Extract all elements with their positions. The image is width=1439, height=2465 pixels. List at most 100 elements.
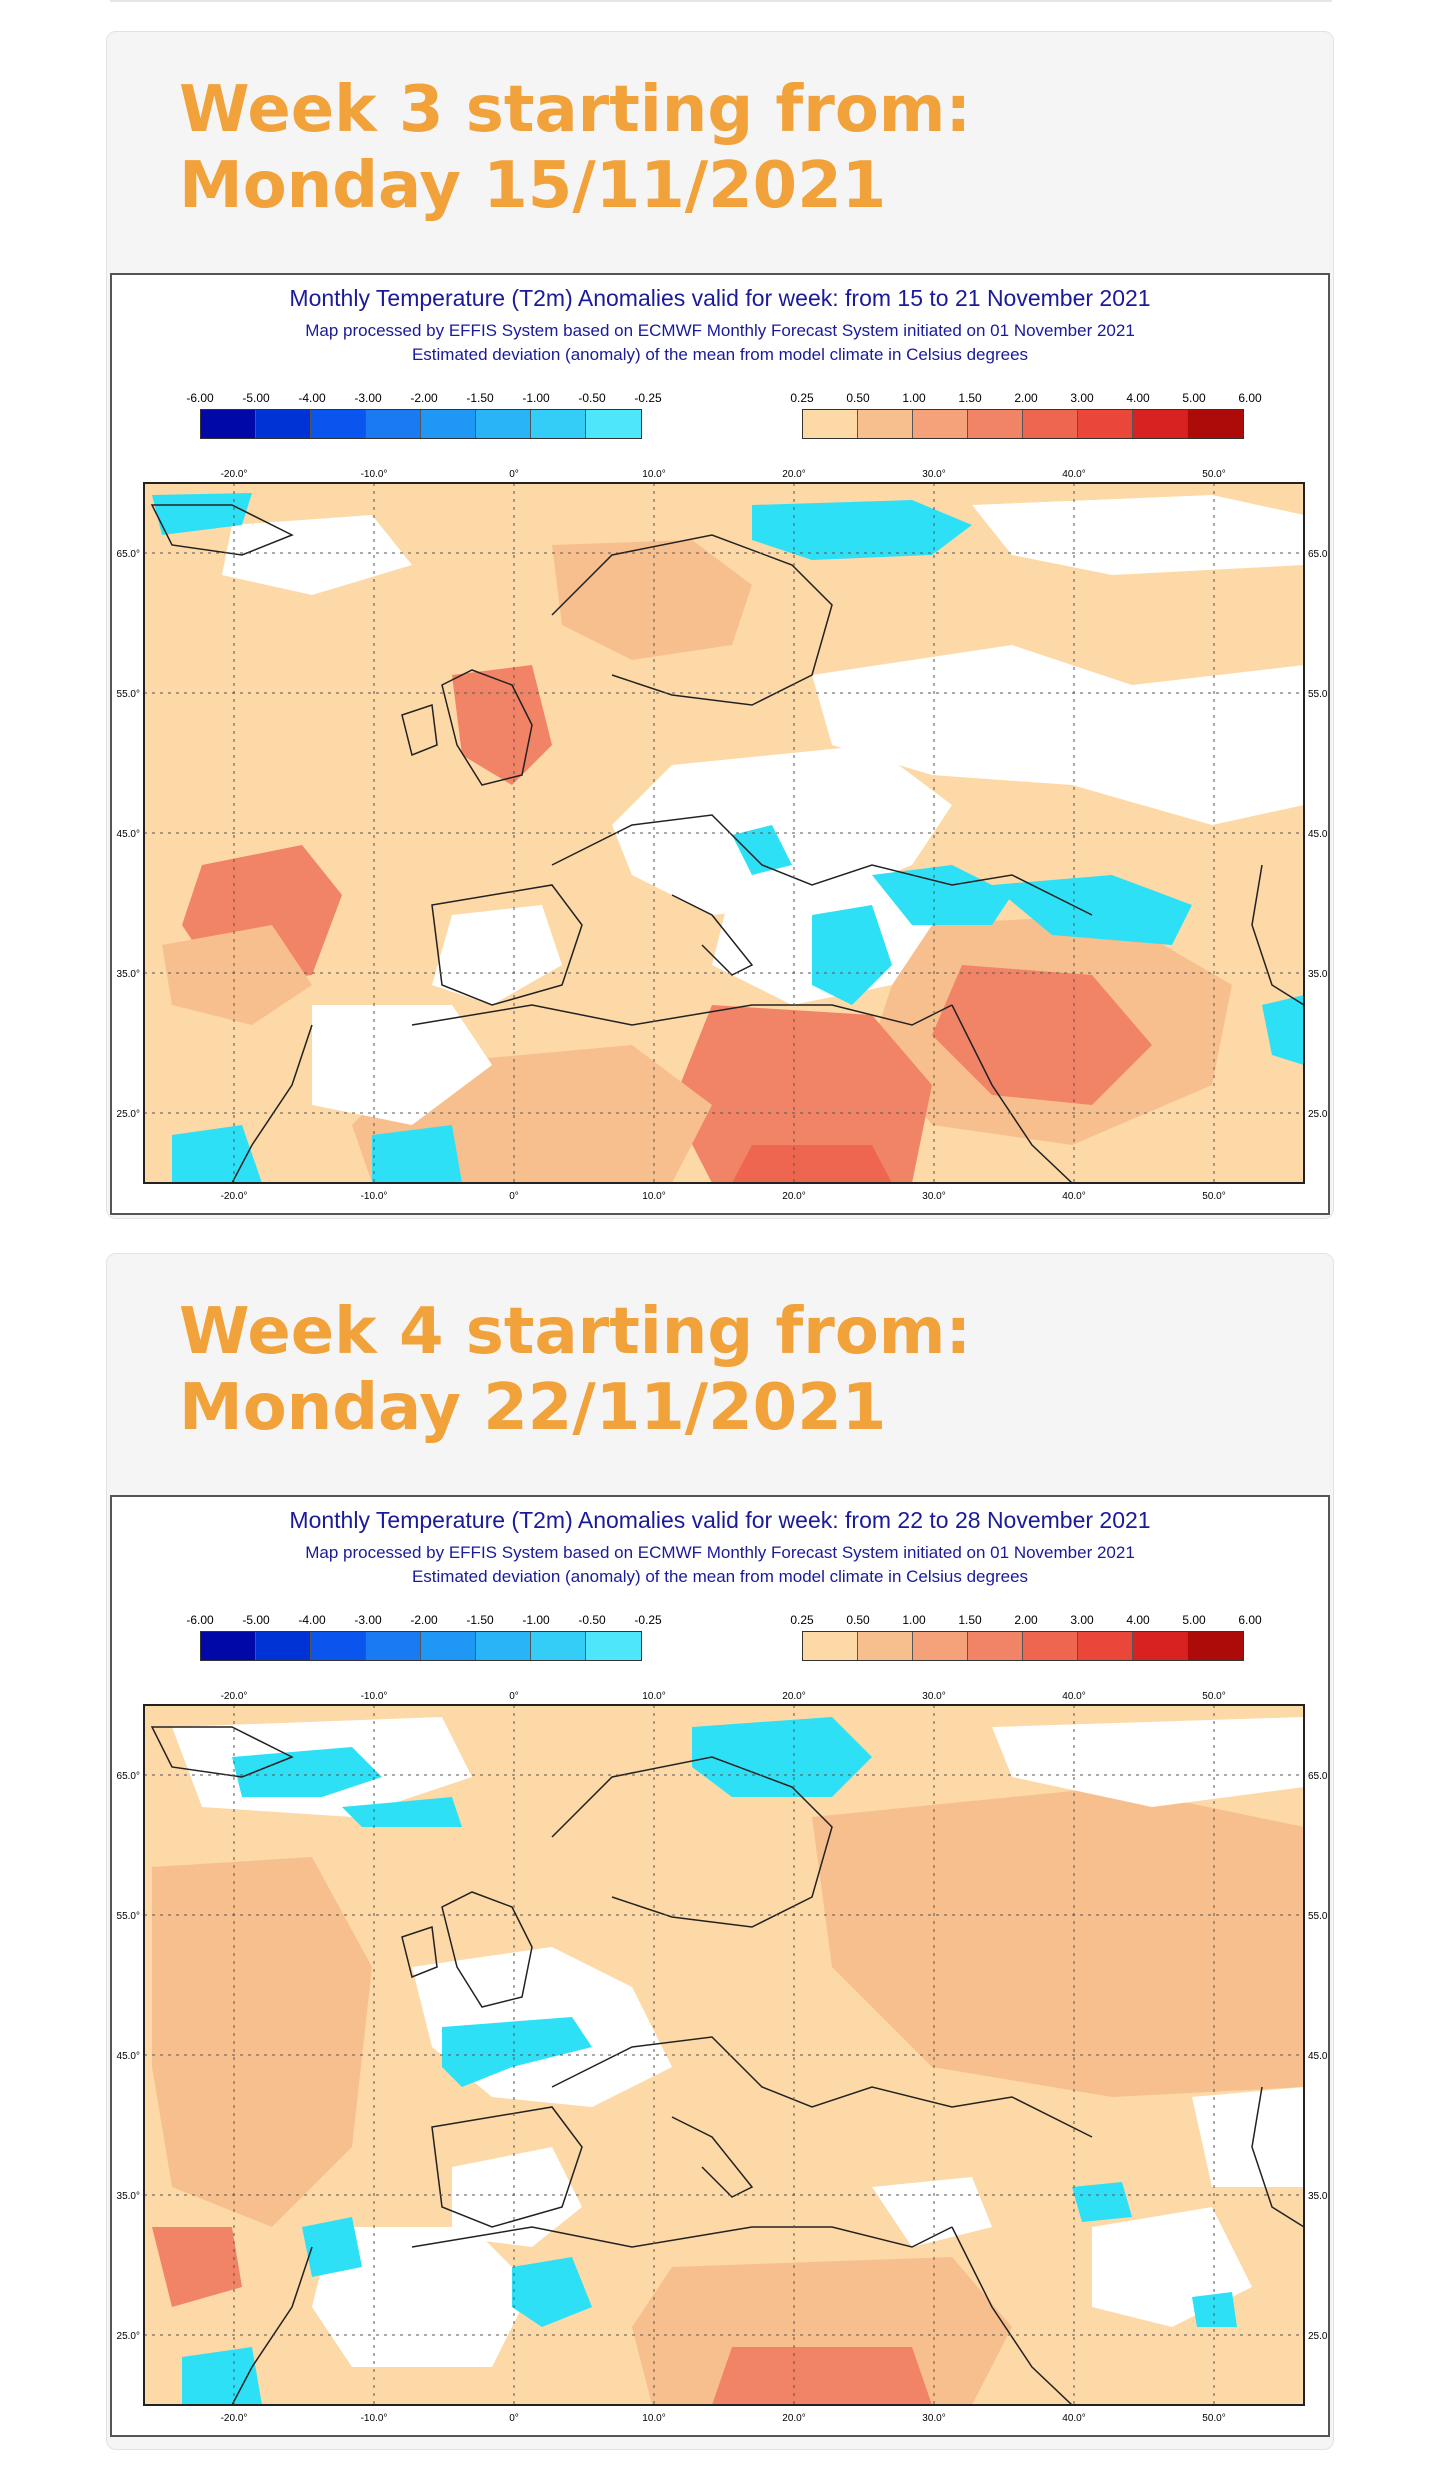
legend-swatch: [476, 410, 531, 438]
sudan-warm-region: [712, 2347, 932, 2404]
axis-label: 10.0°: [642, 1691, 665, 1702]
legend-swatch: [366, 1632, 421, 1660]
axis-label: 40.0°: [1062, 1691, 1085, 1702]
legend-label: 5.00: [1182, 1613, 1206, 1627]
axis-label: -10.0°: [361, 2413, 388, 2424]
iran-cold-spot: [1192, 2292, 1237, 2327]
week-4-map-subtitle-2: Estimated deviation (anomaly) of the mea…: [411, 1567, 1029, 1586]
axis-label: 25.0°: [117, 1109, 140, 1120]
russia-warm-region: [812, 1787, 1303, 2097]
southern-europe-coastline: [551, 2036, 1093, 2138]
north-scandinavia-cold-region: [752, 500, 972, 560]
axis-label: 65.0°: [117, 549, 140, 560]
legend-label: -2.00: [410, 1613, 438, 1627]
spain-neutral-region: [432, 905, 562, 1005]
axis-label: 0°: [509, 2413, 519, 2424]
legend-label: -0.25: [634, 1613, 662, 1627]
axis-label: 55.0°: [1308, 689, 1328, 700]
legend-label: -5.00: [242, 391, 270, 405]
axis-label: 30.0°: [922, 1691, 945, 1702]
legend-label: 3.00: [1070, 391, 1094, 405]
legend-swatch: [531, 1632, 586, 1660]
legend-swatch: [1078, 1632, 1133, 1660]
legend-swatch: [311, 1632, 366, 1660]
legend-label: 3.00: [1070, 1613, 1094, 1627]
legend-label: -1.50: [466, 391, 494, 405]
north-africa-coastline: [411, 2226, 953, 2248]
axis-label: 55.0°: [117, 689, 140, 700]
legend-label: -1.50: [466, 1613, 494, 1627]
italy-coastline: [671, 894, 754, 976]
axis-label: -20.0°: [221, 469, 248, 480]
week-4-map-panel: Monthly Temperature (T2m) Anomalies vali…: [110, 1495, 1330, 2437]
week-3-map-panel: Monthly Temperature (T2m) Anomalies vali…: [110, 273, 1330, 1215]
algeria-cold-region: [512, 2257, 592, 2327]
legend-label: -4.00: [298, 391, 326, 405]
legend-swatch: [201, 410, 256, 438]
axis-label: 20.0°: [782, 469, 805, 480]
legend-label: -0.25: [634, 391, 662, 405]
legend-label: -3.00: [354, 391, 382, 405]
axis-label: -20.0°: [221, 1191, 248, 1202]
greenland-cold-region: [152, 493, 252, 535]
axis-label: -20.0°: [221, 1691, 248, 1702]
week-4-card: Week 4 starting from: Monday 22/11/2021 …: [106, 1253, 1334, 2450]
axis-label: 65.0°: [1308, 549, 1328, 560]
atlantic-hot-spot: [152, 2227, 242, 2307]
legend-label: -0.50: [578, 391, 606, 405]
week-4-lat-labels: 65.0° 65.0° 55.0° 55.0° 45.0° 45.0° 35.0° 35.0°…: [117, 1771, 1328, 2342]
arabia-warm-region: [932, 965, 1152, 1105]
legend-swatch: [1133, 410, 1188, 438]
legend-swatch: [968, 1632, 1023, 1660]
greenland-neutral-region: [222, 515, 412, 595]
axis-label: 40.0°: [1062, 2413, 1085, 2424]
week-4-map-title: Monthly Temperature (T2m) Anomalies vali…: [289, 1507, 1151, 1533]
axis-label: 45.0°: [117, 2051, 140, 2062]
week-3-map: -20.0° -10.0° 0° 10.0° 20.0° 30.0° 40.0° 50.0°: [117, 469, 1328, 1202]
legend-swatch: [1188, 410, 1243, 438]
greenland-cold-region: [232, 1747, 382, 1797]
legend-swatch: [421, 410, 476, 438]
arctic-neutral-region: [992, 1717, 1303, 1807]
egypt-warm-region: [672, 1005, 932, 1182]
scandinavia-coastline: [551, 534, 833, 706]
legend-label: 4.00: [1126, 391, 1150, 405]
atlantic-warm-region: [152, 1857, 372, 2227]
top-divider: [110, 0, 1332, 2]
legend-swatch: [256, 410, 311, 438]
axis-label: 40.0°: [1062, 469, 1085, 480]
legend-label: -1.00: [522, 391, 550, 405]
legend-label: 6.00: [1238, 391, 1262, 405]
legend-swatch: [913, 1632, 968, 1660]
axis-label: 25.0°: [1308, 1109, 1328, 1120]
alps-cold-region: [732, 825, 792, 875]
axis-label: 0°: [509, 1191, 519, 1202]
france-cold-region: [442, 2017, 592, 2087]
week-3-map-subtitle-2: Estimated deviation (anomaly) of the mea…: [411, 345, 1029, 364]
legend-label: -0.50: [578, 1613, 606, 1627]
italy-coastline: [671, 2116, 754, 2198]
axis-label: 0°: [509, 1691, 519, 1702]
legend-swatch: [311, 410, 366, 438]
week-3-lon-labels-bottom: -20.0° -10.0° 0° 10.0° 20.0° 30.0° 40.0° 50.0°: [221, 1191, 1226, 1202]
caspian-coastline: [1251, 2086, 1303, 2228]
week-3-lat-labels: 65.0° 65.0° 55.0° 55.0° 45.0° 45.0° 35.0° 35.0°…: [117, 549, 1328, 1120]
axis-label: 65.0°: [1308, 1771, 1328, 1782]
legend-swatch: [531, 410, 586, 438]
week-4-gridlines: [145, 1706, 1303, 2404]
axis-label: 20.0°: [782, 1191, 805, 1202]
legend-swatch: [913, 410, 968, 438]
axis-label: 20.0°: [782, 1691, 805, 1702]
atlantic-north-cold-region: [342, 1797, 462, 1827]
axis-label: -10.0°: [361, 1191, 388, 1202]
scandinavia-warm-region: [552, 540, 752, 660]
axis-label: 55.0°: [1308, 1911, 1328, 1922]
axis-label: 50.0°: [1202, 1191, 1225, 1202]
legend-label: 1.50: [958, 1613, 982, 1627]
legend-label: -5.00: [242, 1613, 270, 1627]
legend-swatches: [802, 409, 1244, 439]
atlantic-warm-region-2: [162, 925, 312, 1025]
legend-swatches: [802, 1631, 1244, 1661]
legend-swatch: [586, 410, 641, 438]
black-sea-cold-region: [872, 865, 1012, 925]
